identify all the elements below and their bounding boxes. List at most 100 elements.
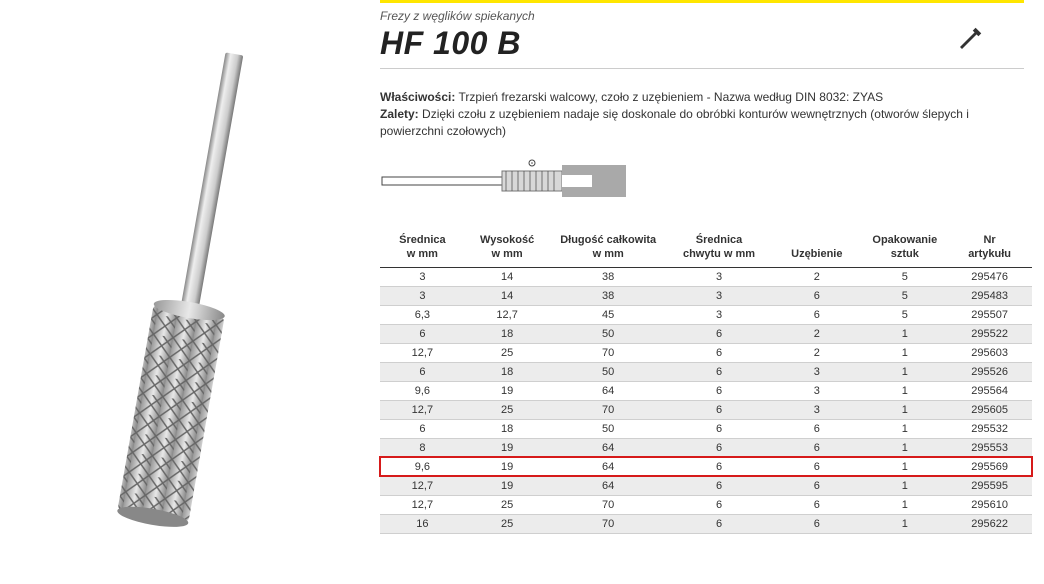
table-cell: 64 xyxy=(550,438,667,457)
table-cell: 64 xyxy=(550,457,667,476)
table-cell: 3 xyxy=(771,362,862,381)
table-cell: 1 xyxy=(862,476,947,495)
table-cell: 3 xyxy=(380,267,465,286)
table-row: 61850631295526 xyxy=(380,362,1032,381)
table-cell: 3 xyxy=(771,381,862,400)
table-cell: 45 xyxy=(550,305,667,324)
table-cell: 6 xyxy=(667,324,771,343)
table-cell: 70 xyxy=(550,495,667,514)
column-header: Uzębienie xyxy=(771,230,862,267)
table-cell: 6 xyxy=(380,324,465,343)
table-cell: 6 xyxy=(771,476,862,495)
table-row: 9,61964631295564 xyxy=(380,381,1032,400)
advantages-label: Zalety: xyxy=(380,107,419,121)
table-row: 162570661295622 xyxy=(380,514,1032,533)
table-cell: 12,7 xyxy=(380,476,465,495)
table-cell: 6 xyxy=(667,400,771,419)
advantages-text: Dzięki czołu z uzębieniem nadaje się dos… xyxy=(380,107,969,138)
table-cell: 1 xyxy=(862,324,947,343)
table-cell: 12,7 xyxy=(380,495,465,514)
table-cell: 6 xyxy=(667,419,771,438)
table-cell: 1 xyxy=(862,400,947,419)
table-cell: 6 xyxy=(771,514,862,533)
table-cell: 19 xyxy=(465,381,550,400)
table-row: 12,72570621295603 xyxy=(380,343,1032,362)
table-cell: 6 xyxy=(380,362,465,381)
column-header: Średnicachwytu w mm xyxy=(667,230,771,267)
product-subtitle: Frezy z węglików spiekanych xyxy=(380,9,1024,23)
table-cell: 12,7 xyxy=(380,343,465,362)
tool-diagram xyxy=(380,157,1032,210)
spec-table: Średnicaw mmWysokośćw mmDługość całkowit… xyxy=(380,230,1032,533)
column-header: Średnicaw mm xyxy=(380,230,465,267)
table-cell: 295605 xyxy=(947,400,1032,419)
table-cell: 70 xyxy=(550,514,667,533)
table-cell: 70 xyxy=(550,400,667,419)
product-title: HF 100 B xyxy=(380,25,521,62)
table-cell: 6 xyxy=(771,495,862,514)
table-cell: 19 xyxy=(465,438,550,457)
table-row: 61850661295532 xyxy=(380,419,1032,438)
table-cell: 6 xyxy=(771,286,862,305)
table-cell: 18 xyxy=(465,419,550,438)
table-cell: 64 xyxy=(550,381,667,400)
table-cell: 50 xyxy=(550,362,667,381)
table-cell: 2 xyxy=(771,324,862,343)
table-cell: 5 xyxy=(862,305,947,324)
table-cell: 16 xyxy=(380,514,465,533)
table-cell: 3 xyxy=(380,286,465,305)
table-cell: 295507 xyxy=(947,305,1032,324)
table-cell: 2 xyxy=(771,343,862,362)
table-cell: 1 xyxy=(862,514,947,533)
table-row: 81964661295553 xyxy=(380,438,1032,457)
table-cell: 6 xyxy=(771,457,862,476)
table-cell: 3 xyxy=(667,286,771,305)
table-cell: 14 xyxy=(465,267,550,286)
table-cell: 6 xyxy=(667,381,771,400)
table-row: 9,61964661295569 xyxy=(380,457,1032,476)
table-cell: 12,7 xyxy=(380,400,465,419)
table-cell: 3 xyxy=(667,267,771,286)
table-cell: 8 xyxy=(380,438,465,457)
table-cell: 25 xyxy=(465,400,550,419)
table-row: 12,71964661295595 xyxy=(380,476,1032,495)
table-cell: 6 xyxy=(667,457,771,476)
description: Właściwości: Trzpień frezarski walcowy, … xyxy=(380,89,1032,139)
table-cell: 295595 xyxy=(947,476,1032,495)
table-row: 31438365295483 xyxy=(380,286,1032,305)
table-cell: 6 xyxy=(667,514,771,533)
table-row: 61850621295522 xyxy=(380,324,1032,343)
table-row: 12,72570631295605 xyxy=(380,400,1032,419)
table-cell: 12,7 xyxy=(465,305,550,324)
table-cell: 5 xyxy=(862,267,947,286)
table-cell: 6 xyxy=(667,362,771,381)
table-cell: 295603 xyxy=(947,343,1032,362)
table-cell: 295569 xyxy=(947,457,1032,476)
column-header: Wysokośćw mm xyxy=(465,230,550,267)
properties-text: Trzpień frezarski walcowy, czoło z uzębi… xyxy=(458,90,883,104)
table-cell: 25 xyxy=(465,514,550,533)
table-row: 31438325295476 xyxy=(380,267,1032,286)
table-cell: 6 xyxy=(771,419,862,438)
table-cell: 19 xyxy=(465,476,550,495)
table-cell: 295522 xyxy=(947,324,1032,343)
table-cell: 25 xyxy=(465,343,550,362)
column-header: Nrartykułu xyxy=(947,230,1032,267)
table-cell: 5 xyxy=(862,286,947,305)
table-cell: 3 xyxy=(771,400,862,419)
table-cell: 6 xyxy=(667,438,771,457)
table-cell: 6 xyxy=(380,419,465,438)
table-cell: 19 xyxy=(465,457,550,476)
table-cell: 1 xyxy=(862,419,947,438)
column-header: Opakowaniesztuk xyxy=(862,230,947,267)
table-cell: 9,6 xyxy=(380,457,465,476)
table-cell: 1 xyxy=(862,381,947,400)
column-header: Długość całkowitaw mm xyxy=(550,230,667,267)
table-cell: 64 xyxy=(550,476,667,495)
table-cell: 38 xyxy=(550,267,667,286)
table-cell: 295526 xyxy=(947,362,1032,381)
table-cell: 1 xyxy=(862,457,947,476)
table-cell: 6 xyxy=(771,305,862,324)
table-cell: 18 xyxy=(465,324,550,343)
table-cell: 1 xyxy=(862,438,947,457)
